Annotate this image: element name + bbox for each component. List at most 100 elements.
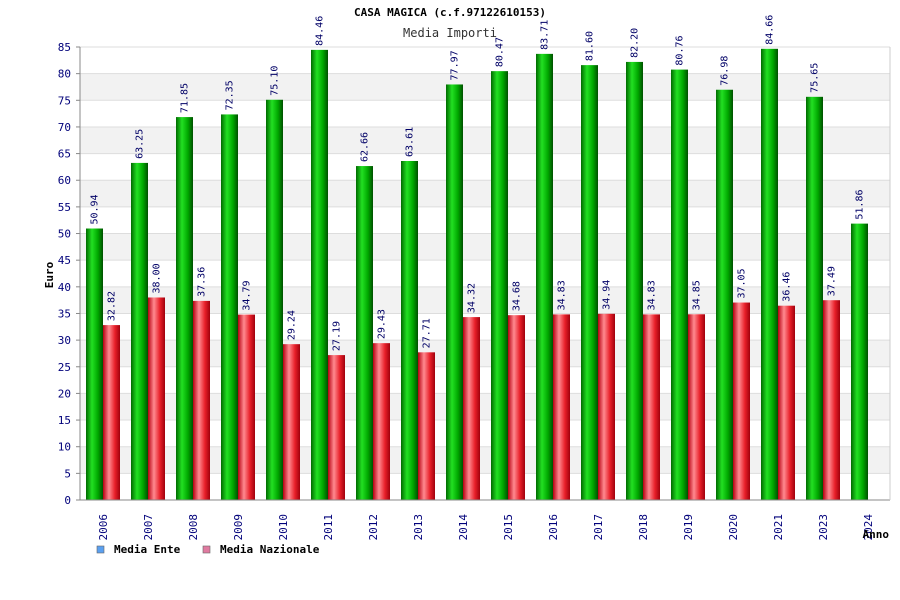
data-label: 37.49	[827, 266, 838, 296]
x-tick-labels: 2006 2007 2008 2009 2010 2011 2012 2013 2014 2015…	[97, 514, 875, 541]
bar-media-ente	[446, 84, 463, 501]
y-tick-label: 5	[64, 467, 71, 480]
bar-media-nazionale	[238, 314, 255, 500]
plot-area	[80, 47, 890, 500]
x-tick-label: 2012	[367, 514, 380, 541]
grid-band	[80, 446, 890, 474]
bar-media-ente	[671, 69, 688, 500]
data-label: 82.20	[630, 28, 641, 58]
y-tick-label: 40	[58, 281, 71, 294]
legend-label-ente: Media Ente	[114, 543, 181, 556]
y-tick-label: 65	[58, 148, 71, 161]
bar-media-ente	[536, 53, 553, 501]
bar-media-nazionale	[643, 314, 660, 500]
x-tick-label: 2009	[232, 514, 245, 541]
x-tick-label: 2007	[142, 514, 155, 541]
x-tick-label: 2016	[547, 514, 560, 541]
x-axis-label: Anno	[863, 528, 890, 541]
data-label: 27.71	[422, 318, 433, 348]
bar-media-nazionale	[598, 313, 615, 500]
bar-media-nazionale	[778, 305, 795, 500]
gridlines	[76, 46, 890, 501]
x-tick-label: 2010	[277, 514, 290, 541]
grid-band	[80, 73, 890, 101]
y-tick-label: 30	[58, 334, 71, 347]
y-tick-label: 0	[64, 494, 71, 507]
data-label: 29.24	[287, 310, 298, 340]
data-label: 29.43	[377, 309, 388, 339]
chart-title: CASA MAGICA (c.f.97122610153)	[354, 6, 546, 19]
data-label: 63.25	[135, 129, 146, 159]
bar-media-ente	[266, 99, 283, 501]
bar-media-ente	[626, 61, 643, 500]
y-tick-label: 35	[58, 307, 71, 320]
bar-media-nazionale	[823, 300, 840, 500]
y-axis-label: Euro	[43, 261, 56, 288]
grid-band	[80, 126, 890, 154]
data-label: 34.85	[692, 280, 703, 310]
data-label: 77.97	[450, 50, 461, 80]
bar-media-nazionale	[508, 315, 525, 500]
data-label: 76.98	[720, 56, 731, 86]
bar-media-ente	[716, 89, 733, 500]
bar-media-ente	[356, 166, 373, 500]
x-tick-label: 2020	[727, 514, 740, 541]
grid-band	[80, 393, 890, 421]
bar-media-nazionale	[553, 314, 570, 500]
data-label: 34.83	[647, 280, 658, 310]
x-tick-label: 2013	[412, 514, 425, 541]
data-label: 80.47	[495, 37, 506, 67]
bar-media-ente	[221, 114, 238, 501]
x-tick-label: 2023	[817, 514, 830, 541]
axes	[79, 47, 891, 501]
y-tick-label: 85	[58, 41, 71, 54]
bar-media-nazionale	[418, 352, 435, 500]
y-tick-label: 80	[58, 68, 71, 81]
bar-media-ente	[851, 223, 868, 500]
data-label: 34.32	[467, 283, 478, 313]
grid-band	[80, 233, 890, 261]
bar-media-ente	[581, 65, 598, 501]
y-tick-label: 15	[58, 414, 71, 427]
data-label: 37.05	[737, 268, 748, 298]
y-tick-labels: 0 5 10 15 20 25 30 35 40 45 50 55 60 65 70 75 80 85	[58, 41, 71, 507]
x-tick-label: 2006	[97, 514, 110, 541]
data-label: 34.94	[602, 280, 613, 310]
x-tick-label: 2019	[682, 514, 695, 541]
bar-media-nazionale	[463, 317, 480, 500]
bar-data-labels: 50.94 32.82 63.25 38.00 71.85 37.36 72.35 34.79…	[90, 15, 866, 351]
data-label: 34.83	[557, 280, 568, 310]
bar-media-nazionale	[688, 314, 705, 500]
legend-swatch-nazionale	[202, 545, 211, 554]
bar-media-nazionale	[328, 355, 345, 500]
bar-media-nazionale	[148, 297, 165, 500]
y-tick-label: 25	[58, 361, 71, 374]
data-label: 34.68	[512, 281, 523, 311]
x-tick-label: 2011	[322, 514, 335, 541]
bar-media-ente	[806, 96, 823, 500]
legend-swatch-ente	[96, 545, 105, 554]
data-label: 84.46	[315, 16, 326, 46]
data-label: 34.79	[242, 280, 253, 310]
y-tick-label: 10	[58, 441, 71, 454]
data-label: 27.19	[332, 321, 343, 351]
data-label: 75.65	[810, 63, 821, 93]
bar-media-ente	[401, 160, 418, 500]
y-tick-label: 55	[58, 201, 71, 214]
x-tick-label: 2008	[187, 514, 200, 541]
bars	[86, 48, 868, 501]
y-tick-label: 60	[58, 174, 71, 187]
data-label: 37.36	[197, 267, 208, 297]
bar-media-ente	[131, 162, 148, 500]
plot-background	[80, 47, 890, 500]
bar-media-ente	[176, 117, 193, 501]
x-tick-label: 2024	[862, 514, 875, 541]
grid-band	[80, 286, 890, 314]
data-label: 83.71	[540, 20, 551, 50]
data-label: 51.86	[855, 190, 866, 220]
data-label: 36.46	[782, 272, 793, 302]
bar-media-nazionale	[193, 300, 210, 500]
data-label: 84.66	[765, 15, 776, 45]
y-tick-label: 45	[58, 254, 71, 267]
